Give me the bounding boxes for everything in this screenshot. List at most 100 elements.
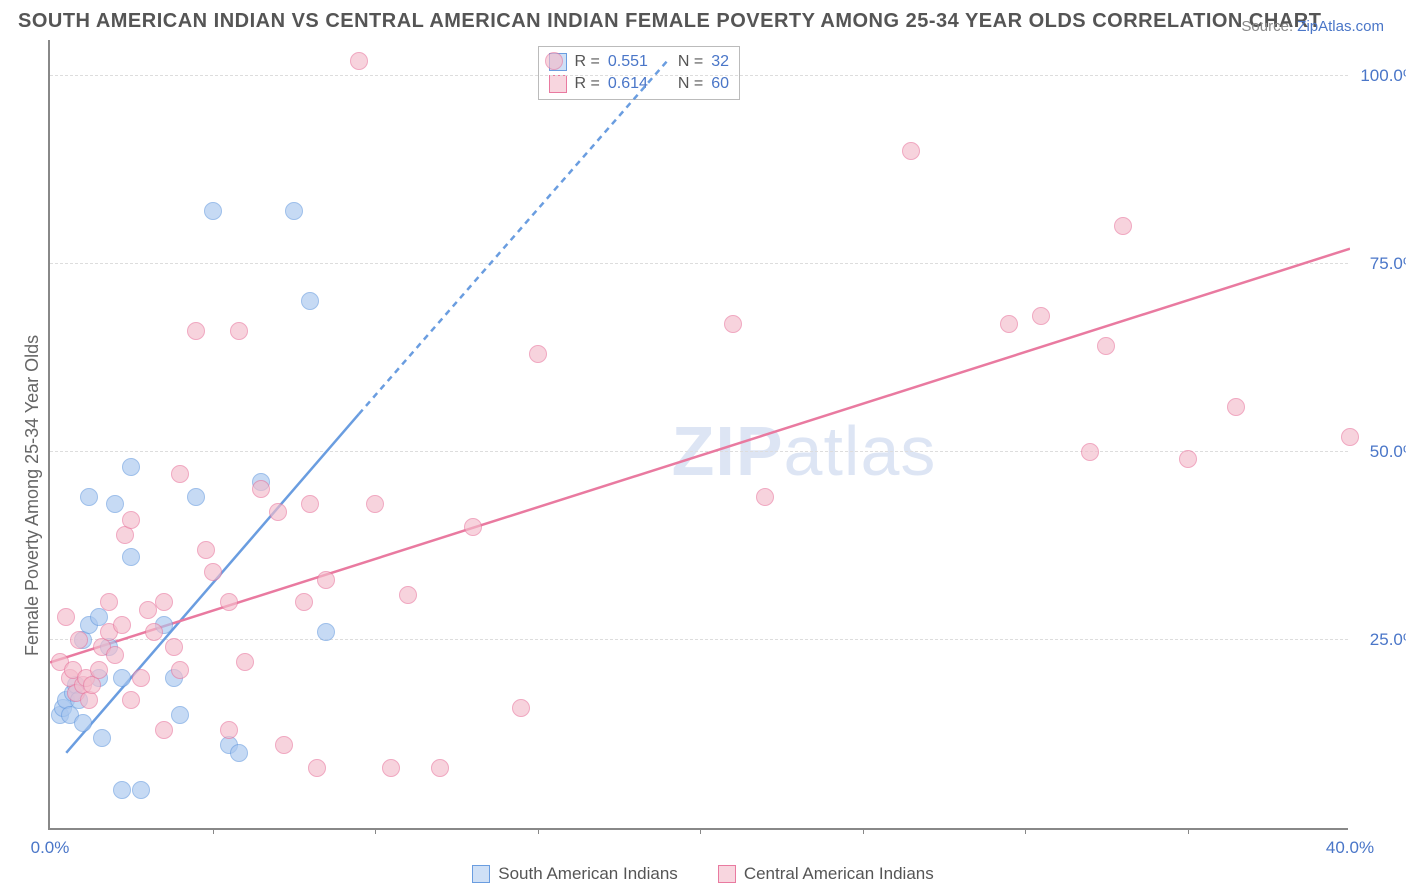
r-label: R =: [575, 53, 600, 71]
data-point-south: [285, 202, 303, 220]
data-point-central: [529, 345, 547, 363]
x-tick-mark: [1025, 828, 1026, 834]
data-point-central: [382, 759, 400, 777]
data-point-central: [100, 593, 118, 611]
x-tick-mark: [213, 828, 214, 834]
data-point-central: [139, 601, 157, 619]
data-point-south: [80, 488, 98, 506]
r-value: 0.551: [608, 53, 648, 71]
gridline: [50, 263, 1348, 264]
data-point-central: [220, 593, 238, 611]
x-tick-mark: [700, 828, 701, 834]
data-point-central: [90, 661, 108, 679]
y-tick-label: 75.0%: [1358, 254, 1406, 274]
data-point-south: [113, 669, 131, 687]
series-legend: South American Indians Central American I…: [0, 864, 1406, 884]
data-point-central: [1341, 428, 1359, 446]
correlation-legend: R = 0.551 N = 32 R = 0.614 N = 60: [538, 46, 741, 100]
legend-swatch: [718, 865, 736, 883]
source-attribution: Source: ZipAtlas.com: [1241, 18, 1384, 35]
gridline: [50, 75, 1348, 76]
data-point-central: [113, 616, 131, 634]
x-tick-label: 0.0%: [31, 838, 70, 858]
r-label: R =: [575, 75, 600, 93]
scatter-plot-area: ZIPatlas R =0.551N =32R =0.614N =60 25.0…: [48, 40, 1348, 830]
data-point-central: [155, 593, 173, 611]
x-tick-mark: [863, 828, 864, 834]
data-point-south: [74, 714, 92, 732]
data-point-central: [165, 638, 183, 656]
data-point-central: [1032, 307, 1050, 325]
x-tick-mark: [1188, 828, 1189, 834]
data-point-central: [1000, 315, 1018, 333]
data-point-central: [171, 661, 189, 679]
n-label: N =: [678, 53, 703, 71]
data-point-central: [57, 608, 75, 626]
data-point-central: [275, 736, 293, 754]
trend-lines: [50, 38, 1350, 828]
data-point-south: [230, 744, 248, 762]
data-point-central: [80, 691, 98, 709]
data-point-central: [106, 646, 124, 664]
data-point-central: [350, 52, 368, 70]
data-point-central: [1179, 450, 1197, 468]
y-tick-label: 100.0%: [1358, 66, 1406, 86]
x-tick-mark: [538, 828, 539, 834]
data-point-central: [512, 699, 530, 717]
data-point-central: [1227, 398, 1245, 416]
data-point-south: [204, 202, 222, 220]
source-link[interactable]: ZipAtlas.com: [1297, 18, 1384, 35]
data-point-south: [113, 781, 131, 799]
n-label: N =: [678, 75, 703, 93]
source-prefix: Source:: [1241, 18, 1297, 35]
data-point-central: [252, 480, 270, 498]
data-point-south: [93, 729, 111, 747]
data-point-central: [171, 465, 189, 483]
y-tick-label: 25.0%: [1358, 630, 1406, 650]
corr-legend-row-south: R = 0.551 N = 32: [549, 51, 730, 73]
data-point-south: [171, 706, 189, 724]
data-point-central: [317, 571, 335, 589]
n-value: 32: [711, 53, 729, 71]
y-axis-label: Female Poverty Among 25-34 Year Olds: [22, 335, 43, 656]
data-point-central: [122, 511, 140, 529]
data-point-central: [122, 691, 140, 709]
data-point-central: [1097, 337, 1115, 355]
data-point-central: [301, 495, 319, 513]
legend-swatch: [472, 865, 490, 883]
data-point-central: [70, 631, 88, 649]
data-point-central: [308, 759, 326, 777]
gridline: [50, 639, 1348, 640]
data-point-central: [464, 518, 482, 536]
n-value: 60: [711, 75, 729, 93]
data-point-central: [132, 669, 150, 687]
data-point-south: [317, 623, 335, 641]
data-point-central: [230, 322, 248, 340]
gridline: [50, 451, 1348, 452]
series-legend-label: South American Indians: [498, 864, 678, 884]
x-tick-label: 40.0%: [1326, 838, 1374, 858]
data-point-south: [106, 495, 124, 513]
data-point-central: [756, 488, 774, 506]
data-point-central: [187, 322, 205, 340]
data-point-central: [431, 759, 449, 777]
data-point-central: [269, 503, 287, 521]
data-point-central: [366, 495, 384, 513]
data-point-south: [132, 781, 150, 799]
legend-swatch: [549, 75, 567, 93]
series-legend-item-south: South American Indians: [472, 864, 678, 884]
data-point-central: [1114, 217, 1132, 235]
data-point-central: [220, 721, 238, 739]
r-value: 0.614: [608, 75, 648, 93]
x-tick-mark: [375, 828, 376, 834]
data-point-central: [197, 541, 215, 559]
chart-container: SOUTH AMERICAN INDIAN VS CENTRAL AMERICA…: [0, 0, 1406, 892]
y-tick-label: 50.0%: [1358, 442, 1406, 462]
data-point-central: [545, 52, 563, 70]
series-legend-label: Central American Indians: [744, 864, 934, 884]
series-legend-item-central: Central American Indians: [718, 864, 934, 884]
data-point-south: [122, 548, 140, 566]
data-point-central: [724, 315, 742, 333]
data-point-central: [399, 586, 417, 604]
data-point-central: [236, 653, 254, 671]
